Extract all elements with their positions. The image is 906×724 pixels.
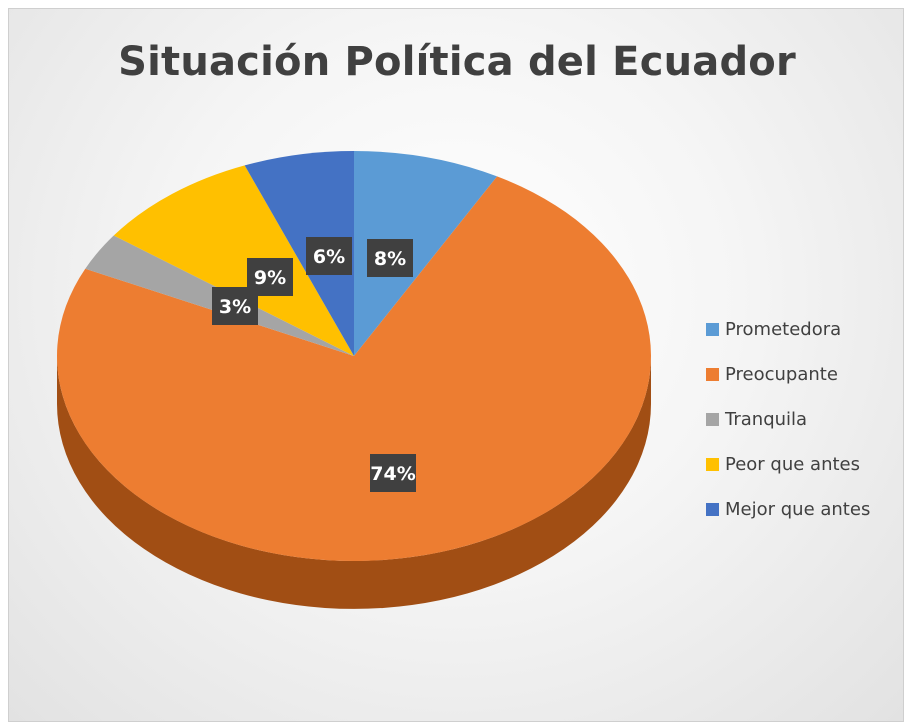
legend-label: Prometedora <box>725 319 842 340</box>
data-label: 74% <box>370 463 415 485</box>
legend-swatch <box>706 503 719 516</box>
legend-swatch <box>706 458 719 471</box>
data-label: 8% <box>374 248 406 270</box>
pie-chart: 8% 74% 3%9% 6% <box>56 151 651 609</box>
data-label-box <box>247 258 293 296</box>
legend-swatch <box>706 413 719 426</box>
legend-swatch <box>706 368 719 381</box>
legend-item[interactable]: Prometedora <box>706 307 870 352</box>
legend-label: Mejor que antes <box>725 499 871 520</box>
legend-label: Tranquila <box>725 409 808 430</box>
legend-label: Peor que antes <box>725 454 860 475</box>
legend-item[interactable]: Preocupante <box>706 352 870 397</box>
chart-area: Situación Política del Ecuador 8% 74% 3% 9%… <box>8 8 904 722</box>
data-label-box <box>367 239 413 277</box>
legend-item[interactable]: Mejor que antes <box>706 487 870 532</box>
pie-side-preocupante <box>57 356 651 609</box>
legend-item[interactable]: Peor que antes <box>706 442 870 487</box>
data-label: 3% <box>219 296 251 318</box>
pie-slice-mejor-que-antes[interactable] <box>244 151 354 356</box>
data-label-box <box>306 237 352 275</box>
legend-label: Preocupante <box>725 364 838 385</box>
legend-item[interactable]: Tranquila <box>706 397 870 442</box>
data-label: 9% <box>254 267 286 289</box>
pie-slice-peor-que-antes[interactable] <box>113 165 354 356</box>
legend: Prometedora Preocupante Tranquila Peor que … <box>706 307 870 532</box>
data-label-box <box>370 454 416 492</box>
pie-slice-preocupante[interactable] <box>56 176 651 562</box>
legend-swatch <box>706 323 719 336</box>
chart-title: Situación Política del Ecuador <box>118 39 796 85</box>
pie-slice-prometedora[interactable] <box>354 151 498 356</box>
data-label: 6% <box>313 246 345 268</box>
